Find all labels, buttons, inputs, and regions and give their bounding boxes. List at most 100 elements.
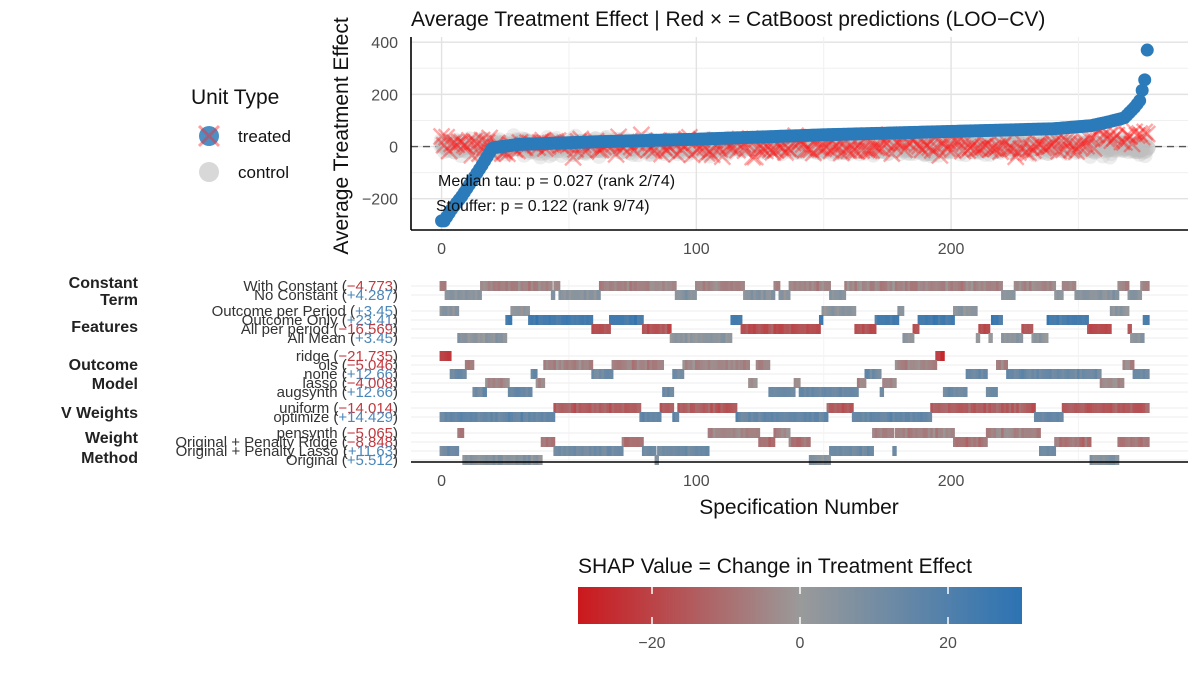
control-point: [963, 142, 979, 158]
control-point: [1060, 134, 1076, 150]
control-point: [1031, 144, 1047, 160]
control-point: [1070, 141, 1086, 157]
control-point: [737, 141, 753, 157]
control-point: [1138, 143, 1154, 159]
catboost-mark: [938, 139, 957, 158]
control-point: [473, 132, 489, 148]
control-point: [991, 134, 1007, 150]
control-point: [1010, 142, 1026, 158]
control-point: [1139, 132, 1155, 148]
control-point: [448, 139, 464, 155]
control-point: [705, 143, 721, 159]
control-point: [956, 137, 972, 153]
control-point: [994, 141, 1010, 157]
bottom-x-tick-label: 200: [938, 473, 965, 490]
control-point: [643, 143, 659, 159]
catboost-mark: [442, 135, 461, 153]
control-point: [789, 141, 805, 157]
control-point: [1112, 138, 1128, 154]
control-point: [1088, 136, 1104, 152]
control-point: [1068, 138, 1084, 154]
shap-tile: [674, 412, 680, 422]
control-point: [1003, 133, 1019, 149]
control-point: [1049, 138, 1065, 154]
control-point: [434, 136, 450, 152]
control-point: [1012, 140, 1028, 156]
control-point: [967, 144, 983, 160]
control-point: [806, 144, 822, 160]
control-point: [1095, 138, 1111, 154]
catboost-mark: [1034, 139, 1053, 157]
control-point: [789, 142, 805, 158]
control-point: [969, 143, 985, 159]
shap-tile: [669, 403, 675, 413]
control-point: [1074, 139, 1090, 155]
control-point: [902, 146, 918, 162]
control-point: [941, 141, 957, 157]
control-point: [1016, 138, 1032, 154]
control-point: [735, 141, 751, 157]
shap-tiles: [439, 281, 1150, 465]
catboost-mark: [445, 133, 464, 152]
shap-tile: [1011, 290, 1016, 300]
control-point: [1014, 136, 1030, 152]
legend-label-control: control: [238, 163, 289, 182]
control-point: [914, 145, 930, 161]
control-point: [455, 142, 471, 158]
control-point: [435, 138, 451, 154]
catboost-mark: [1006, 147, 1025, 166]
group-label: V Weights: [61, 405, 138, 422]
shap-tile: [462, 369, 467, 379]
control-point: [1111, 138, 1127, 154]
control-point: [1119, 136, 1135, 152]
catboost-mark: [829, 138, 848, 156]
control-point: [1022, 142, 1038, 158]
control-point: [1030, 137, 1046, 153]
control-point: [1103, 146, 1119, 162]
control-point: [1117, 141, 1133, 157]
shap-tile: [892, 446, 897, 456]
control-point: [974, 140, 990, 156]
control-point: [1052, 141, 1068, 157]
control-point: [469, 135, 485, 151]
catboost-mark: [860, 141, 878, 160]
control-point: [452, 142, 468, 158]
catboost-mark: [824, 138, 843, 156]
control-point: [947, 138, 963, 154]
shap-tile: [538, 455, 543, 465]
control-point: [880, 146, 896, 162]
control-point: [949, 141, 965, 157]
control-point: [870, 140, 886, 156]
control-point: [948, 136, 964, 152]
control-point: [926, 146, 942, 162]
control-point: [906, 138, 922, 154]
control-point: [754, 142, 770, 158]
group-label: Weight: [85, 430, 139, 447]
control-point: [825, 146, 841, 162]
control-point: [466, 142, 482, 158]
control-point: [1000, 140, 1016, 156]
catboost-mark: [973, 138, 992, 156]
control-point: [1070, 142, 1086, 158]
control-point: [899, 141, 915, 157]
control-point: [1032, 138, 1048, 154]
shap-tile: [609, 369, 614, 379]
control-point: [994, 143, 1010, 159]
control-point: [1010, 132, 1026, 148]
control-point: [1093, 137, 1109, 153]
control-point: [1034, 141, 1050, 157]
control-point: [1052, 140, 1068, 156]
control-point: [451, 143, 467, 159]
control-point: [1041, 146, 1057, 162]
y-tick-label: −200: [362, 192, 398, 209]
control-point: [831, 138, 847, 154]
control-point: [770, 141, 786, 157]
shap-tile: [869, 446, 874, 456]
control-point: [964, 138, 980, 154]
shap-tile: [849, 403, 854, 413]
control-point: [941, 136, 957, 152]
control-point: [837, 144, 853, 160]
control-point: [1140, 140, 1156, 156]
control-point: [1123, 140, 1139, 156]
control-point: [1121, 132, 1137, 148]
